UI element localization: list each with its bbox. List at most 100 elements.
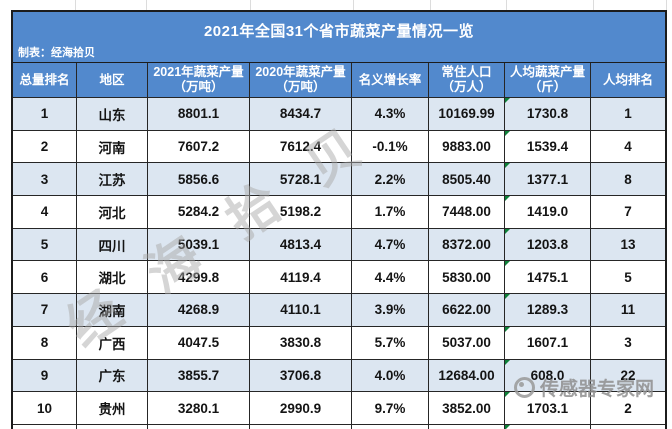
gridline-tick	[353, 0, 354, 10]
excel-error-flag-icon	[505, 163, 510, 169]
cell-value: 1203.8	[526, 237, 569, 253]
cell-population: 12684.00	[429, 359, 505, 393]
table-row: 4 河北 5284.2 5198.2 1.7% 7448.00 1419.0 7	[13, 196, 665, 229]
excel-error-flag-icon	[505, 359, 510, 365]
table-header-row: 总量排名 地区 2021年蔬菜产量 （万吨） 2020年蔬菜产量 （万吨） 名义增长率常…	[13, 62, 665, 98]
cell-per_capita_rank: 11	[591, 294, 665, 327]
column-header-per_capita_rank: 人均排名	[591, 63, 665, 98]
excel-error-flag-icon	[505, 228, 510, 234]
cell-per_capita_rank: 4	[591, 130, 665, 164]
cell-value: 1539.4	[526, 139, 569, 155]
cell-per_capita_rank	[591, 424, 665, 429]
table-row: 2 河南 7607.2 7612.4 -0.1% 9883.00 1539.4 4	[13, 130, 665, 164]
cell-rank: 8	[13, 326, 77, 360]
cell-rank: 5	[13, 228, 77, 262]
cell-y2021: 5856.6	[148, 163, 250, 197]
cell-growth: 4.7%	[352, 228, 429, 262]
cell-growth: -0.1%	[352, 130, 429, 164]
cell-y2020: 5728.1	[250, 163, 352, 197]
column-header-rank: 总量排名	[13, 63, 77, 98]
cell-growth: 5.7%	[352, 326, 429, 360]
cell-per_capita: 1703.1	[505, 392, 591, 425]
cell-rank: 3	[13, 163, 77, 197]
cell-y2020: 3706.8	[250, 359, 352, 393]
cell-value: 608.0	[530, 367, 565, 383]
cell-per_capita_rank: 7	[591, 196, 665, 229]
excel-error-flag-icon	[505, 196, 510, 202]
cell-population: 7448.00	[429, 196, 505, 229]
cell-rank: 4	[13, 196, 77, 229]
cell-region	[77, 424, 148, 429]
cell-per_capita: 1607.1	[505, 326, 591, 360]
column-header-y2021: 2021年蔬菜产量 （万吨）	[148, 63, 250, 98]
cell-value: 1377.1	[526, 171, 569, 187]
cell-per_capita_rank: 2	[591, 392, 665, 425]
cell-y2021: 8801.1	[148, 98, 250, 131]
cell-population: 5037.00	[429, 326, 505, 360]
cell-y2021: 7607.2	[148, 130, 250, 164]
cell-per_capita: 1289.3	[505, 294, 591, 327]
cell-population: 10169.99	[429, 98, 505, 131]
cell-per_capita: 1203.8	[505, 228, 591, 262]
excel-error-flag-icon	[505, 130, 510, 136]
column-header-population: 常住人口 （万人）	[429, 63, 505, 98]
table-row: 1 山东 8801.1 8434.7 4.3% 10169.99 1730.8 1	[13, 98, 665, 131]
cell-population: 3852.00	[429, 392, 505, 425]
excel-error-flag-icon	[505, 294, 510, 300]
table-title-block: 2021年全国31个省市蔬菜产量情况一览 制表：经海拾贝	[13, 12, 665, 62]
excel-error-flag-icon	[505, 326, 510, 332]
cell-growth: 9.7%	[352, 392, 429, 425]
cell-region: 湖北	[77, 261, 148, 295]
cell-per_capita_rank: 5	[591, 261, 665, 295]
cell-y2020	[250, 424, 352, 429]
cell-growth: 3.9%	[352, 294, 429, 327]
cell-growth: 2.2%	[352, 163, 429, 197]
gridline-tick	[593, 0, 594, 10]
cell-y2020: 2990.9	[250, 392, 352, 425]
table-subtitle: 制表：经海拾贝	[18, 47, 95, 59]
cell-population: 9883.00	[429, 130, 505, 164]
cell-rank: 10	[13, 392, 77, 425]
cell-y2021	[148, 424, 250, 429]
cell-rank	[13, 424, 77, 429]
vegetable-production-table: 2021年全国31个省市蔬菜产量情况一览 制表：经海拾贝 总量排名 地区 2021年…	[11, 10, 667, 429]
table-row: 8 广西 4047.5 3830.8 5.7% 5037.00 1607.1 3	[13, 326, 665, 360]
cell-rank: 7	[13, 294, 77, 327]
excel-error-flag-icon	[505, 98, 510, 103]
table-row: 3 江苏 5856.6 5728.1 2.2% 8505.40 1377.1 8	[13, 163, 665, 197]
cell-y2020: 5198.2	[250, 196, 352, 229]
cell-per_capita_rank: 8	[591, 163, 665, 197]
cell-region: 广西	[77, 326, 148, 360]
cell-per_capita: 1730.8	[505, 98, 591, 131]
cell-rank: 9	[13, 359, 77, 393]
cell-y2020: 3830.8	[250, 326, 352, 360]
cell-y2021: 5039.1	[148, 228, 250, 262]
cell-y2020: 4813.4	[250, 228, 352, 262]
cell-population: 6622.00	[429, 294, 505, 327]
cell-y2021: 4047.5	[148, 326, 250, 360]
cell-population: 8372.00	[429, 228, 505, 262]
gridline-tick	[506, 0, 507, 10]
cell-region: 广东	[77, 359, 148, 393]
cell-per_capita: 1539.4	[505, 130, 591, 164]
cell-per_capita_rank: 3	[591, 326, 665, 360]
cell-population: 8505.40	[429, 163, 505, 197]
cell-y2020: 4110.1	[250, 294, 352, 327]
cell-per_capita: 1475.1	[505, 261, 591, 295]
table-row: 9 广东 3855.7 3706.8 4.0% 12684.00 608.0 22	[13, 359, 665, 393]
gridline-tick	[250, 0, 251, 10]
cell-region: 河南	[77, 130, 148, 164]
cell-per_capita_rank: 13	[591, 228, 665, 262]
cell-growth: 4.4%	[352, 261, 429, 295]
gridline-tick	[75, 0, 76, 10]
column-header-y2020: 2020年蔬菜产量 （万吨）	[250, 63, 352, 98]
cell-rank: 2	[13, 130, 77, 164]
cell-region: 山东	[77, 98, 148, 131]
cell-value: 1730.8	[526, 106, 569, 122]
cell-y2021: 4268.9	[148, 294, 250, 327]
cell-region: 湖南	[77, 294, 148, 327]
cell-region: 四川	[77, 228, 148, 262]
cell-per_capita: 1377.1	[505, 163, 591, 197]
cell-per_capita: 1419.0	[505, 196, 591, 229]
